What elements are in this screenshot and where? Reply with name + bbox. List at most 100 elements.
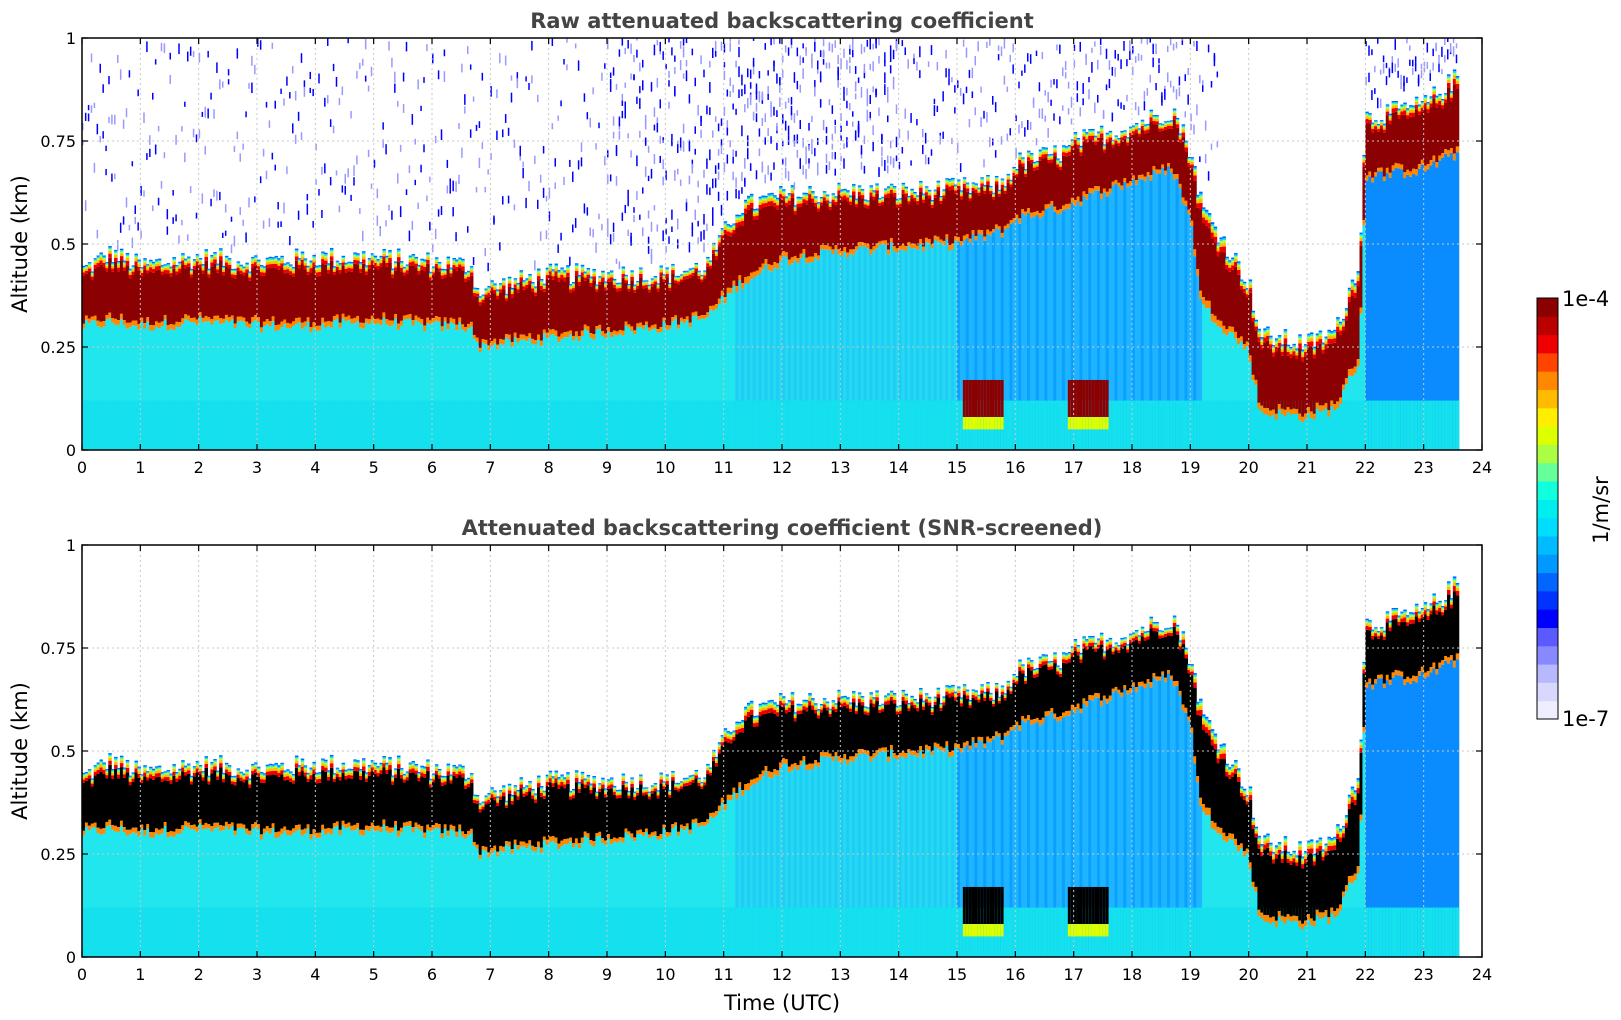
heatmap-column — [1079, 652, 1084, 957]
heatmap-column — [1167, 45, 1171, 450]
heatmap-column — [1225, 763, 1229, 957]
heatmap-column — [265, 764, 270, 957]
heatmap-column — [1161, 630, 1165, 957]
heatmap-column — [1210, 80, 1215, 450]
heatmap-column — [1204, 120, 1209, 450]
heatmap-column — [490, 86, 494, 450]
heatmap-column — [889, 690, 894, 957]
heatmap-column — [811, 698, 815, 957]
heatmap-column — [738, 721, 742, 957]
heatmap-column — [1079, 41, 1084, 450]
heatmap-column — [954, 85, 958, 450]
heatmap-column — [1263, 328, 1267, 450]
heatmap-column — [971, 67, 976, 450]
heatmap-column — [569, 159, 573, 450]
heatmap-column — [1207, 44, 1212, 450]
heatmap-column — [172, 190, 176, 450]
heatmap-column — [125, 108, 130, 450]
heatmap-column — [924, 132, 929, 450]
heatmap-column — [1245, 288, 1250, 450]
heatmap-column — [709, 767, 713, 957]
heatmap-column — [140, 185, 144, 450]
heatmap-column — [210, 92, 214, 450]
heatmap-column — [1321, 342, 1326, 450]
colorbar-step — [1537, 645, 1558, 665]
heatmap-column — [1382, 55, 1387, 450]
heatmap-column — [472, 794, 477, 957]
x-tick-label: 6 — [427, 458, 437, 477]
heatmap-column — [99, 63, 104, 450]
heatmap-column — [216, 770, 220, 957]
heatmap-column — [726, 731, 731, 957]
heatmap-column — [758, 71, 763, 450]
heatmap-column — [1385, 62, 1390, 450]
heatmap-column — [869, 38, 874, 450]
heatmap-column — [764, 43, 769, 450]
heatmap-column — [1164, 628, 1168, 957]
heatmap-column — [426, 44, 430, 450]
heatmap-column — [621, 773, 626, 957]
heatmap-column — [1362, 154, 1366, 450]
heatmap-column — [566, 772, 570, 957]
heatmap-column — [1129, 40, 1133, 450]
heatmap-column — [1423, 61, 1428, 450]
heatmap-column — [1123, 637, 1127, 957]
heatmap-column — [1333, 836, 1337, 957]
heatmap-column — [1003, 693, 1008, 957]
y-tick-label: 1 — [66, 29, 76, 48]
heatmap-column — [1204, 716, 1209, 957]
x-tick-label: 17 — [1063, 458, 1083, 477]
heatmap-column — [957, 686, 961, 957]
heatmap-column — [423, 766, 427, 957]
heatmap-column — [1099, 38, 1104, 450]
heatmap-column — [1385, 611, 1390, 957]
colorbar: 1e-4 1e-7 1/m/sr — [1536, 287, 1613, 731]
heatmap-column — [1412, 612, 1416, 957]
heatmap-column — [394, 768, 398, 957]
heatmap-column — [784, 45, 789, 450]
heatmap-column — [1012, 673, 1016, 957]
heatmap-column — [1455, 582, 1460, 957]
heatmap-column — [910, 695, 914, 957]
heatmap-column — [1298, 841, 1302, 957]
heatmap-column — [1067, 651, 1072, 957]
heatmap-column — [507, 127, 512, 450]
x-tick-label: 10 — [655, 965, 675, 984]
heatmap-column — [379, 226, 384, 450]
heatmap-column — [280, 762, 284, 957]
heatmap-column — [878, 38, 882, 450]
heatmap-column — [87, 104, 92, 450]
heatmap-column — [478, 803, 483, 957]
heatmap-column — [254, 762, 258, 957]
heatmap-column — [831, 700, 836, 957]
heatmap-column — [405, 41, 410, 450]
heatmap-column — [507, 783, 512, 957]
heatmap-column — [639, 62, 643, 450]
heatmap-column — [1059, 44, 1063, 450]
heatmap-column — [767, 70, 771, 450]
heatmap-column — [1059, 668, 1063, 957]
colorbar-step — [1537, 627, 1558, 647]
heatmap-column — [1152, 622, 1156, 957]
heatmap-column — [1251, 817, 1256, 957]
heatmap-column — [1301, 856, 1305, 957]
heatmap-column — [388, 757, 392, 957]
heatmap-column — [1199, 698, 1203, 957]
heatmap-column — [254, 64, 258, 450]
heatmap-column — [324, 759, 328, 957]
heatmap-column — [1289, 347, 1294, 450]
heatmap-column — [761, 702, 766, 957]
x-tick-label: 8 — [544, 458, 554, 477]
heatmap-column — [408, 165, 413, 450]
x-tick-label: 9 — [602, 965, 612, 984]
heatmap-column — [114, 114, 118, 450]
heatmap-column — [609, 72, 614, 450]
heatmap-column — [90, 53, 95, 450]
x-tick-label: 7 — [485, 965, 495, 984]
heatmap-column — [1441, 605, 1445, 957]
heatmap-raw — [82, 38, 1460, 450]
heatmap-column — [825, 701, 830, 957]
heatmap-column — [580, 771, 585, 957]
x-tick-label: 24 — [1472, 458, 1492, 477]
heatmap-column — [1009, 686, 1014, 957]
